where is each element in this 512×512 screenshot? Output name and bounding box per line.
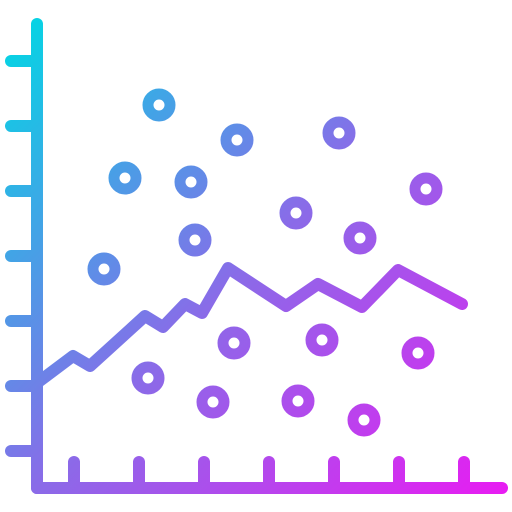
- scatter-point: [217, 326, 251, 360]
- scatter-point: [279, 196, 313, 230]
- scatter-point: [281, 384, 315, 418]
- y-axis-ticks: [5, 55, 43, 457]
- scatter-point: [196, 385, 230, 419]
- scatter-point: [347, 403, 381, 437]
- scatter-point: [87, 252, 121, 286]
- scatter-point: [220, 123, 254, 157]
- scatter-point: [108, 161, 142, 195]
- scatter-point: [178, 223, 212, 257]
- scatter-point: [305, 323, 339, 357]
- scatter-point: [343, 221, 377, 255]
- scatter-point: [142, 88, 176, 122]
- scatter-point: [174, 165, 208, 199]
- scatter-point: [409, 172, 443, 206]
- scatter-point: [131, 361, 165, 395]
- trend-line: [31, 262, 468, 389]
- x-axis-ticks: [68, 456, 470, 494]
- scatter-points: [87, 88, 443, 437]
- scatter-point: [322, 116, 356, 150]
- scatter-point: [401, 336, 435, 370]
